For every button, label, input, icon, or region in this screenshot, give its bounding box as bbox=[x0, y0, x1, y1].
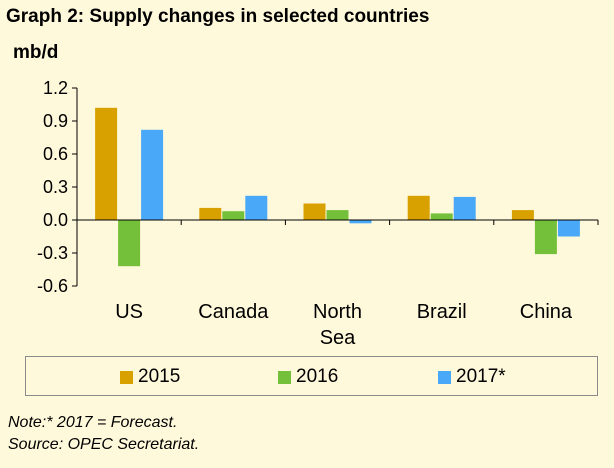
legend-swatch-2017 bbox=[438, 370, 451, 384]
bar-canada-2016 bbox=[222, 211, 245, 220]
legend-item-2016: 2016 bbox=[278, 366, 338, 388]
bar-canada-2017 bbox=[245, 195, 268, 220]
bar-china-2017 bbox=[557, 220, 580, 237]
bar-brazil-2015 bbox=[407, 195, 430, 220]
x-category-label: North bbox=[313, 301, 362, 323]
source-note: Source: OPEC Secretariat. bbox=[8, 436, 200, 453]
bar-us-2015 bbox=[95, 107, 118, 220]
bar-us-2016 bbox=[118, 220, 141, 267]
bar-brazil-2017 bbox=[453, 196, 476, 220]
bar-north-sea-2016 bbox=[326, 210, 349, 220]
y-tick-label: 0.9 bbox=[43, 111, 68, 131]
legend-item-2017: 2017* bbox=[438, 366, 506, 388]
legend-swatch-2015 bbox=[120, 370, 133, 384]
y-axis-unit: mb/d bbox=[13, 42, 59, 63]
bar-north-sea-2017 bbox=[349, 220, 372, 224]
y-tick-label: -0.3 bbox=[37, 243, 68, 263]
y-tick-label: 0.3 bbox=[43, 177, 68, 197]
legend-label-2017: 2017* bbox=[456, 366, 506, 387]
bar-north-sea-2015 bbox=[303, 203, 326, 220]
chart-plot: 1.2 0.9 0.6 0.3 0.0 -0.3 -0.6 US Canada North Sea B… bbox=[37, 78, 599, 349]
x-category-label: US bbox=[115, 301, 143, 323]
y-tick-label: 0.6 bbox=[43, 144, 68, 164]
forecast-note: Note:* 2017 = Forecast. bbox=[8, 414, 178, 431]
legend: 2015 2016 2017* bbox=[25, 356, 598, 396]
x-category-label: Sea bbox=[320, 327, 356, 349]
chart-title: Graph 2: Supply changes in selected coun… bbox=[6, 6, 430, 27]
legend-label-2016: 2016 bbox=[296, 366, 339, 387]
y-tick-label: 0.0 bbox=[43, 210, 68, 230]
y-tick-label: -0.6 bbox=[37, 276, 68, 296]
bar-us-2017 bbox=[141, 129, 164, 220]
bar-brazil-2016 bbox=[430, 213, 453, 220]
bar-china-2015 bbox=[511, 210, 534, 220]
x-category-label: Canada bbox=[198, 301, 269, 323]
x-category-label: China bbox=[520, 301, 573, 323]
x-category-label: Brazil bbox=[417, 301, 467, 323]
legend-label-2015: 2015 bbox=[138, 366, 181, 387]
bar-canada-2015 bbox=[199, 207, 222, 220]
y-tick-label: 1.2 bbox=[43, 78, 68, 98]
legend-item-2015: 2015 bbox=[120, 366, 180, 388]
chart-notes: Note:* 2017 = Forecast. Source: OPEC Sec… bbox=[8, 412, 199, 456]
legend-swatch-2016 bbox=[278, 370, 291, 384]
bar-china-2016 bbox=[534, 220, 557, 255]
